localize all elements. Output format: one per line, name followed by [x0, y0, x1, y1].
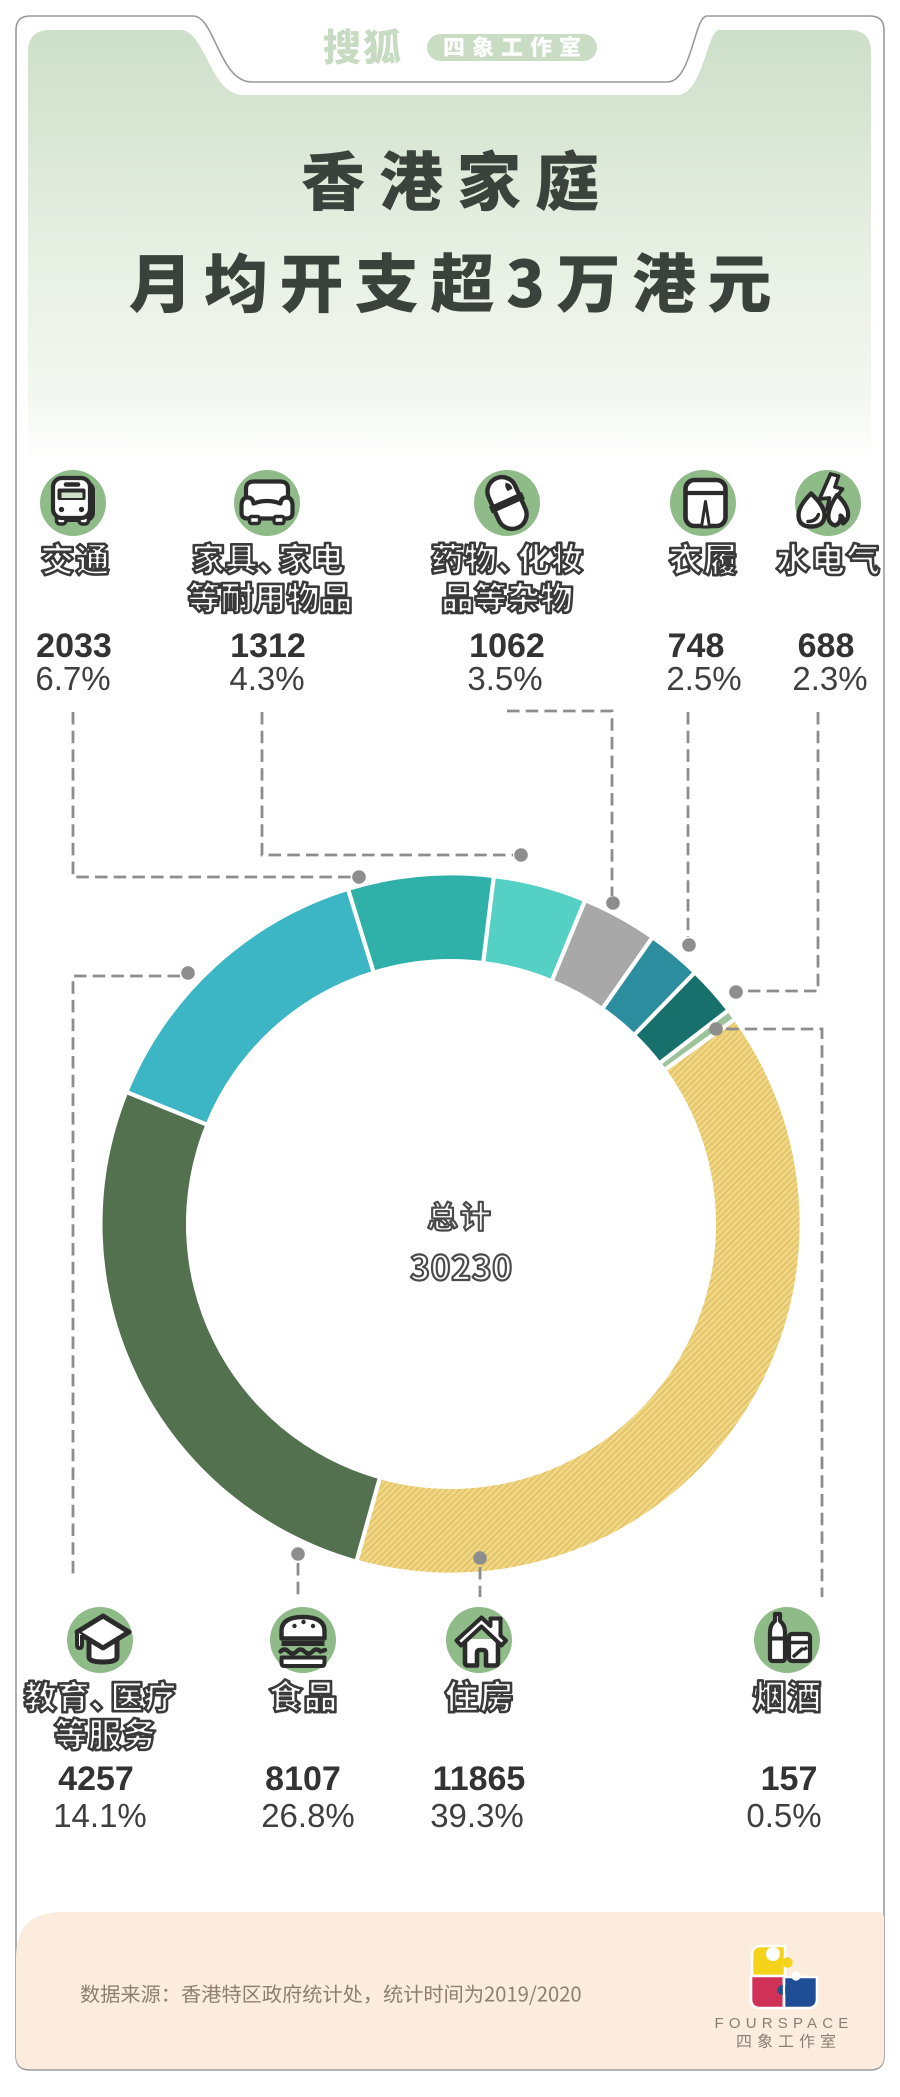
svg-text:11865: 11865: [433, 1760, 526, 1798]
svg-text:2.5%: 2.5%: [666, 660, 741, 697]
svg-text:8107: 8107: [265, 1760, 341, 1798]
svg-text:26.8%: 26.8%: [261, 1797, 355, 1834]
svg-text:688: 688: [798, 627, 855, 665]
svg-text:4257: 4257: [58, 1760, 134, 1798]
svg-text:1312: 1312: [230, 627, 306, 665]
svg-text:2033: 2033: [36, 627, 112, 665]
svg-text:39.3%: 39.3%: [430, 1797, 524, 1834]
svg-text:6.7%: 6.7%: [35, 660, 110, 697]
svg-text:0.5%: 0.5%: [746, 1797, 821, 1834]
svg-text:2.3%: 2.3%: [792, 660, 867, 697]
svg-text:4.3%: 4.3%: [229, 660, 304, 697]
svg-text:157: 157: [761, 1760, 818, 1798]
svg-text:FOURSPACE: FOURSPACE: [714, 2015, 853, 2032]
svg-text:748: 748: [668, 627, 725, 665]
svg-text:1062: 1062: [469, 627, 545, 665]
svg-text:14.1%: 14.1%: [53, 1797, 147, 1834]
svg-text:3.5%: 3.5%: [467, 660, 542, 697]
